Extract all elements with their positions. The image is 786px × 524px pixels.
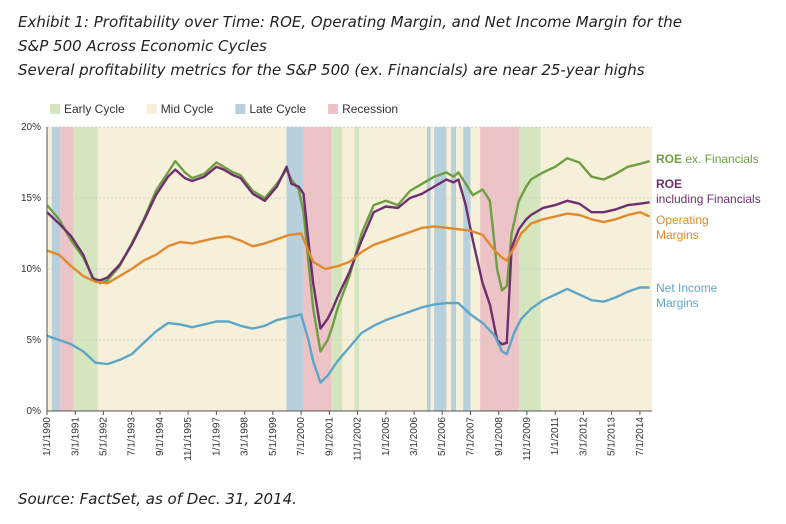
x-tick-label-14: 5/1/2006 bbox=[437, 417, 448, 456]
x-tick-label-5: 11/1/1995 bbox=[183, 417, 194, 461]
series-label-roe-ex-financials: ROE ex. Financials bbox=[656, 152, 759, 166]
chart-title-line-2: S&P 500 Across Economic Cycles bbox=[18, 37, 267, 55]
legend-label-mid-cycle: Mid Cycle bbox=[161, 102, 214, 116]
phase-band-late-cycle-10 bbox=[463, 127, 471, 411]
y-tick-label-0: 0% bbox=[27, 406, 42, 417]
series-line-roe-including-financials bbox=[46, 165, 650, 346]
series-line-operating-margins bbox=[46, 211, 651, 285]
series-label-operating-margins-line1: Operating bbox=[656, 213, 709, 227]
x-tick-label-18: 1/1/2011 bbox=[550, 417, 561, 456]
chart-subtitle: Several profitability metrics for the S&… bbox=[18, 61, 645, 79]
y-tick-label-5: 5% bbox=[27, 335, 42, 346]
x-tick-label-11: 11/1/2002 bbox=[352, 417, 363, 461]
series-label-operating-margins-line2: Margins bbox=[656, 228, 699, 242]
x-tick-label-4: 9/1/1994 bbox=[155, 417, 166, 456]
legend-label-recession: Recession bbox=[342, 102, 398, 116]
x-tick-label-19: 3/1/2012 bbox=[579, 417, 590, 456]
legend-swatch-recession bbox=[328, 104, 339, 114]
x-tick-label-2: 5/1/1992 bbox=[98, 417, 109, 456]
x-tick-label-17: 11/1/2009 bbox=[522, 417, 533, 461]
legend-swatch-late-cycle bbox=[235, 104, 246, 114]
x-tick-label-3: 7/1/1993 bbox=[127, 417, 138, 456]
x-tick-label-1: 3/1/1991 bbox=[70, 417, 81, 456]
series-label-roe-including-financials-line2: including Financials bbox=[656, 192, 761, 206]
phase-band-early-cycle-12 bbox=[518, 127, 541, 411]
x-tick-label-21: 7/1/2014 bbox=[635, 417, 646, 456]
y-tick-label-10: 10% bbox=[21, 264, 41, 275]
x-tick-label-15: 7/1/2007 bbox=[466, 417, 477, 456]
legend-swatch-early-cycle bbox=[50, 104, 60, 114]
phase-band-early-cycle-2 bbox=[73, 127, 98, 411]
x-tick-label-6: 1/1/1997 bbox=[211, 417, 222, 456]
series-line-net-income-margins bbox=[46, 286, 650, 384]
series-label-roe-including-financials-line1: ROE bbox=[656, 177, 682, 191]
legend: Early Cycle Mid Cycle Late Cycle Recession bbox=[50, 102, 398, 116]
source-note: Source: FactSet, as of Dec. 31, 2014. bbox=[18, 490, 297, 508]
axes: 0% 5% 10% 15% 20% 1/1/1990 3/1/1991 5/1/1992 7/1… bbox=[21, 122, 652, 461]
x-tick-label-9: 7/1/2000 bbox=[296, 417, 307, 456]
data-series bbox=[46, 157, 651, 384]
x-tick-label-0: 1/1/1990 bbox=[42, 417, 53, 456]
phase-band-late-cycle-9 bbox=[451, 127, 456, 411]
legend-swatch-mid-cycle bbox=[146, 104, 157, 114]
x-tick-label-8: 5/1/1999 bbox=[268, 417, 279, 456]
x-tick-label-12: 1/1/2005 bbox=[381, 417, 392, 456]
chart-title-line-1: Exhibit 1: Profitability over Time: ROE,… bbox=[18, 13, 683, 31]
y-tick-label-20: 20% bbox=[21, 122, 41, 133]
series-label-net-income-margins-line2: Margins bbox=[656, 296, 699, 310]
legend-label-early-cycle: Early Cycle bbox=[64, 102, 125, 116]
series-label-net-income-margins-line1: Net Income bbox=[656, 281, 718, 295]
x-tick-label-7: 3/1/1998 bbox=[240, 417, 251, 456]
x-tick-label-13: 3/1/2006 bbox=[409, 417, 420, 456]
legend-label-late-cycle: Late Cycle bbox=[249, 102, 306, 116]
x-tick-label-20: 5/1/2013 bbox=[607, 417, 618, 456]
chart-header: Exhibit 1: Profitability over Time: ROE,… bbox=[18, 10, 778, 82]
y-tick-label-15: 15% bbox=[21, 193, 41, 204]
x-tick-label-10: 9/1/2001 bbox=[324, 417, 335, 456]
series-line-roe-ex-financials bbox=[46, 157, 650, 353]
x-tick-label-16: 9/1/2008 bbox=[494, 417, 505, 456]
